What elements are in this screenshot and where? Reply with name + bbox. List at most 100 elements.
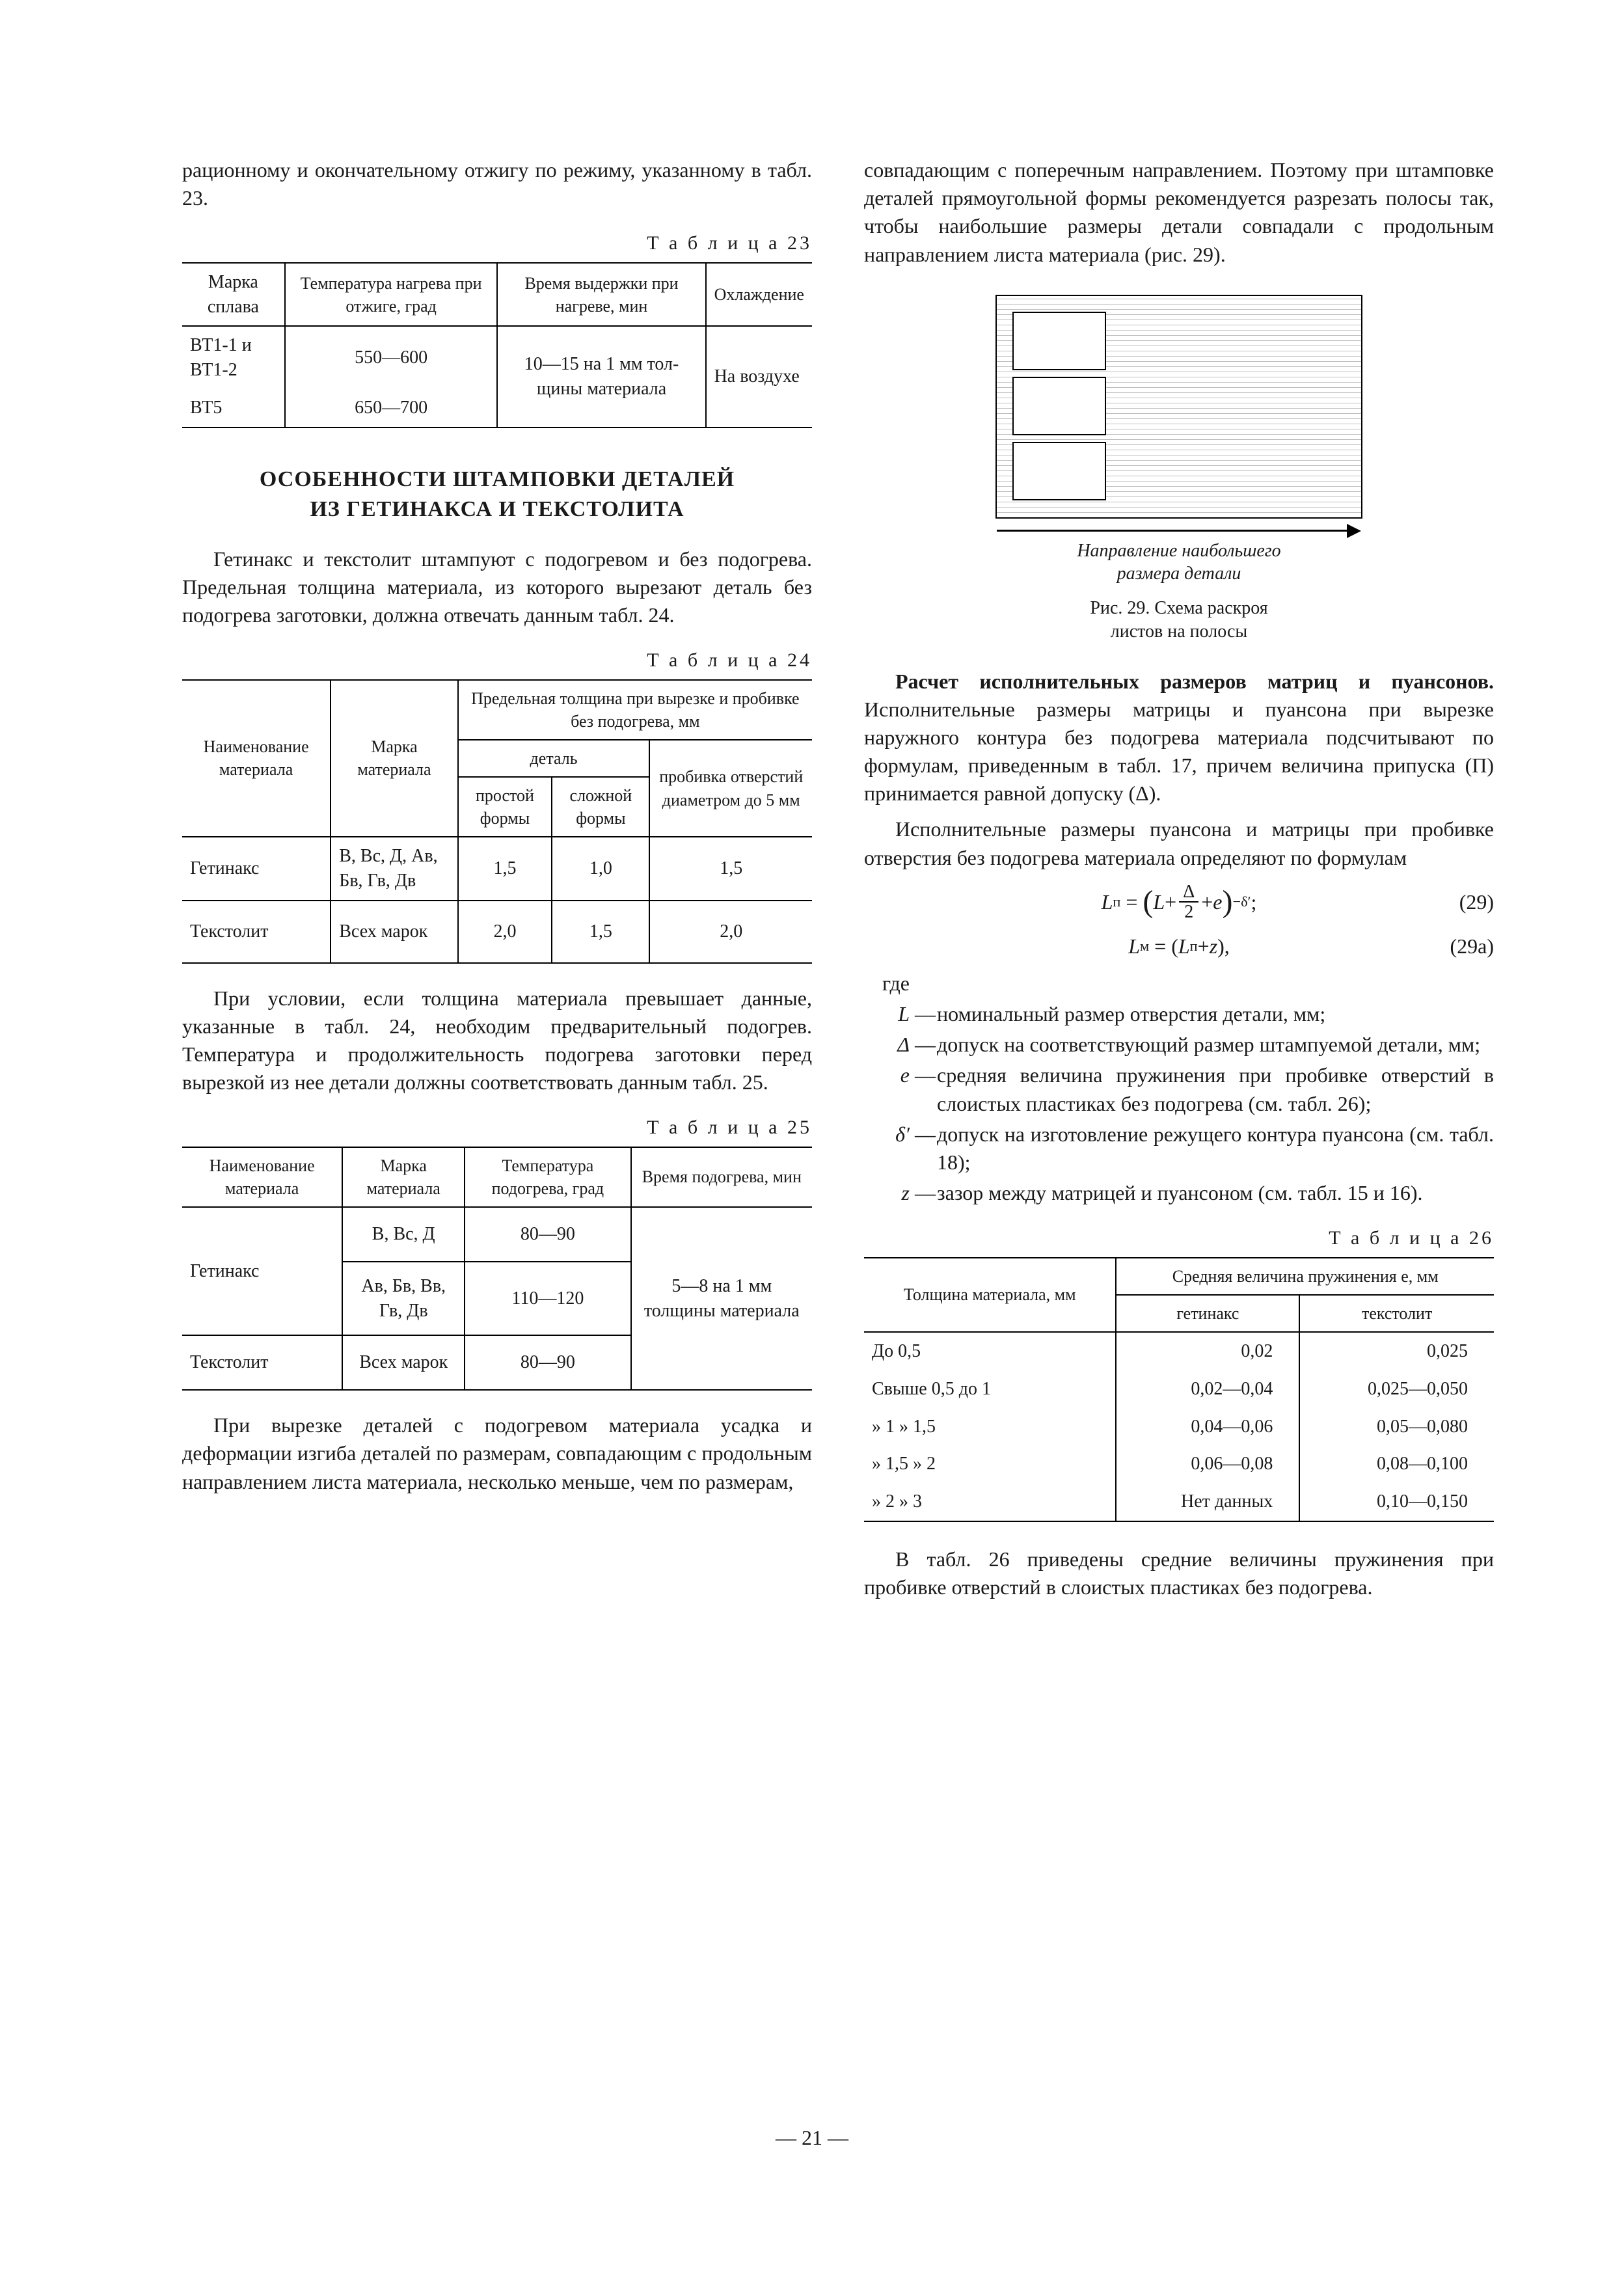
- t26-cell: До 0,5: [864, 1332, 1116, 1370]
- t26-cell: 0,02—0,04: [1116, 1370, 1299, 1408]
- t26-cell: 0,025: [1299, 1332, 1494, 1370]
- def-symbol: z: [864, 1179, 914, 1207]
- section-heading: ОСОБЕННОСТИ ШТАМПОВКИ ДЕТАЛЕЙ ИЗ ГЕТИНАК…: [182, 465, 812, 524]
- def-text: допуск на изготовление режущего конту­ра…: [937, 1121, 1494, 1176]
- table-row: Гетинакс В, Вс, Д 80—90 5—8 на 1 мм толщ…: [182, 1207, 812, 1262]
- figure-29-arrow-label: Направление наибольшего размера детали: [864, 539, 1494, 585]
- t26-cell: Нет данных: [1116, 1483, 1299, 1521]
- table-26: Толщина материала, мм Средняя величина п…: [864, 1257, 1494, 1522]
- t24-h-detail: деталь: [458, 740, 650, 777]
- formula-29: Lп = ( L + Δ2 + e )−δ′ ; (29): [864, 881, 1494, 923]
- figure-29: Направление наибольшего размера детали Р…: [864, 295, 1494, 644]
- t26-cell: 0,06—0,08: [1116, 1445, 1299, 1483]
- figure-29-block: [1012, 442, 1106, 500]
- definition-row: где: [864, 970, 1494, 998]
- table-row: До 0,5 0,02 0,025: [864, 1332, 1494, 1370]
- table-25: Наименование материала Марка материала Т…: [182, 1147, 812, 1391]
- def-symbol: δ′: [864, 1121, 914, 1176]
- paragraph: При вырезке деталей с подогревом материа…: [182, 1411, 812, 1496]
- t24-h-material: Наименование материала: [182, 680, 331, 837]
- t24-cell: 1,5: [552, 901, 649, 963]
- t23-h3: Время выдержки при нагреве, мин: [497, 263, 705, 327]
- table-25-caption: Т а б л и ц а 25: [182, 1115, 812, 1141]
- t23-h4: Охлаждение: [706, 263, 812, 327]
- section-heading-line1: ОСОБЕННОСТИ ШТАМПОВКИ ДЕТАЛЕЙ: [260, 467, 735, 491]
- definition-row: e — средняя величина пружинения при про­…: [864, 1061, 1494, 1117]
- t25-h3: Температура подогрева, град: [465, 1147, 630, 1207]
- t23-cell: 550—600: [285, 326, 498, 389]
- t25-h4: Время подогре­ва, мин: [631, 1147, 812, 1207]
- table-23: Марка сплава Температура нагрева при отж…: [182, 262, 812, 428]
- t26-h-get: гетинакс: [1116, 1295, 1299, 1332]
- t26-cell: Свыше 0,5 до 1: [864, 1370, 1116, 1408]
- def-text: номинальный размер отверстия детали, мм;: [937, 1000, 1494, 1028]
- t25-h2: Марка материала: [342, 1147, 465, 1207]
- t26-cell: 0,02: [1116, 1332, 1299, 1370]
- t23-h2: Температура нагрева при отжиге, град: [285, 263, 498, 327]
- t24-cell: Гетинакс: [182, 837, 331, 901]
- t26-cell: 0,10—0,150: [1299, 1483, 1494, 1521]
- def-text: допуск на соответствующий размер штам­пу…: [937, 1031, 1494, 1059]
- eq-number: (29а): [1450, 932, 1494, 960]
- paragraph: Исполнительные размеры пуансона и матриц…: [864, 815, 1494, 871]
- figure-29-arrow: [997, 524, 1361, 537]
- t25-h1: Наименование материала: [182, 1147, 342, 1207]
- t23-cell: 650—700: [285, 389, 498, 428]
- t25-cell: Всех марок: [342, 1335, 465, 1390]
- table-26-caption: Т а б л и ц а 26: [864, 1225, 1494, 1252]
- definitions: где L — номинальный размер отверстия дет…: [864, 970, 1494, 1208]
- t26-cell: » 1,5 » 2: [864, 1445, 1116, 1483]
- def-symbol: Δ: [864, 1031, 914, 1059]
- t25-cell: Текстолит: [182, 1335, 342, 1390]
- def-text: зазор между матрицей и пуансоном (см. та…: [937, 1179, 1494, 1207]
- def-intro: где: [864, 970, 914, 998]
- definition-row: L — номинальный размер отверстия детали,…: [864, 1000, 1494, 1028]
- t26-h-top: Средняя величина пружинения e, мм: [1116, 1258, 1494, 1295]
- t24-cell: В, Вс, Д, Ав, Бв, Гв, Дв: [331, 837, 457, 901]
- opening-paragraph: рационному и окончательному отжигу по ре…: [182, 156, 812, 212]
- section-heading-line2: ИЗ ГЕТИНАКСА И ТЕКСТОЛИТА: [310, 497, 684, 521]
- paragraph: В табл. 26 приведены средние величины пр…: [864, 1545, 1494, 1601]
- t26-cell: » 2 » 3: [864, 1483, 1116, 1521]
- t26-cell: 0,04—0,06: [1116, 1408, 1299, 1446]
- t24-cell: 2,0: [458, 901, 552, 963]
- table-24-caption: Т а б л и ц а 24: [182, 647, 812, 674]
- t25-cell: Ав, Бв, Вв, Гв, Дв: [342, 1262, 465, 1336]
- paragraph: При условии, если толщина материала прев…: [182, 985, 812, 1097]
- def-symbol: e: [864, 1061, 914, 1117]
- figure-29-caption: Рис. 29. Схема раскроя листов на полосы: [864, 597, 1494, 644]
- t25-cell: Гетинакс: [182, 1207, 342, 1335]
- t24-cell: 1,0: [552, 837, 649, 901]
- run-in-heading: Расчет исполнительных размеров матриц и …: [895, 670, 1494, 693]
- t24-h-complex: сложной формы: [552, 777, 649, 837]
- run-in-text: Исполнительные размеры матрицы и пуан­со…: [864, 698, 1494, 806]
- def-symbol: L: [864, 1000, 914, 1028]
- t24-h-mark: Марка материала: [331, 680, 457, 837]
- table-row: ВТ1-1 и ВТ1-2 550—600 10—15 на 1 мм тол­…: [182, 326, 812, 389]
- definition-row: z — зазор между матрицей и пуансоном (см…: [864, 1179, 1494, 1207]
- figure-29-sheet: [995, 295, 1362, 519]
- t25-cell: 5—8 на 1 мм толщины ма­териала: [631, 1207, 812, 1390]
- t25-cell: 110—120: [465, 1262, 630, 1336]
- t26-cell: 0,08—0,100: [1299, 1445, 1494, 1483]
- definition-row: Δ — допуск на соответствующий размер шта…: [864, 1031, 1494, 1059]
- t25-cell: 80—90: [465, 1207, 630, 1262]
- t24-cell: 2,0: [649, 901, 812, 963]
- t24-h-simple: простой формы: [458, 777, 552, 837]
- t24-cell: 1,5: [458, 837, 552, 901]
- table-row: » 1 » 1,5 0,04—0,06 0,05—0,080: [864, 1408, 1494, 1446]
- t26-cell: 0,05—0,080: [1299, 1408, 1494, 1446]
- definition-row: δ′ — допуск на изготовление режущего кон…: [864, 1121, 1494, 1176]
- t23-h1: Марка сплава: [182, 263, 285, 327]
- t26-h-tex: текстолит: [1299, 1295, 1494, 1332]
- formula-29a: Lм = (Lп + z), (29а): [864, 932, 1494, 960]
- figure-29-block: [1012, 377, 1106, 435]
- paragraph: совпадающим с поперечным направлением. П…: [864, 156, 1494, 269]
- t26-cell: » 1 » 1,5: [864, 1408, 1116, 1446]
- table-row: Текстолит Всех марок 2,0 1,5 2,0: [182, 901, 812, 963]
- t24-h-top: Предельная толщина при вы­резке и пробив…: [458, 680, 812, 740]
- figure-29-block: [1012, 312, 1106, 370]
- left-column: рационному и окончательному отжигу по ре…: [182, 156, 812, 1609]
- t23-cell: ВТ5: [182, 389, 285, 428]
- eq-number: (29): [1459, 888, 1494, 916]
